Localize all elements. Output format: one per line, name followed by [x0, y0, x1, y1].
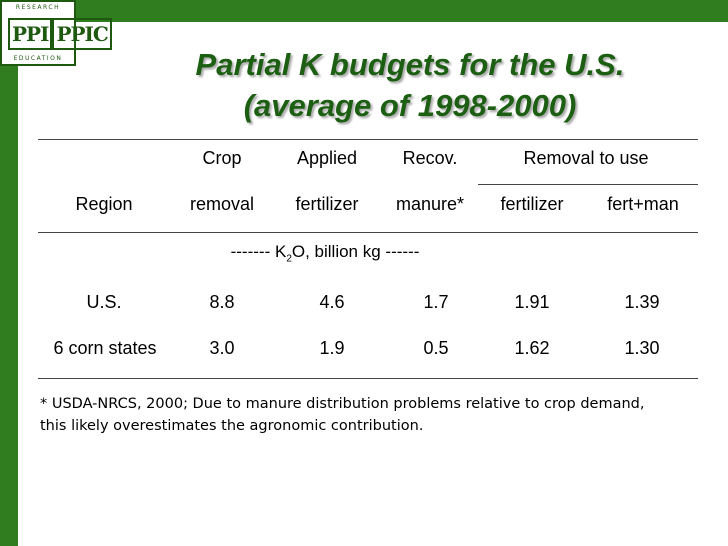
row-corn-crop-removal: 3.0 [209, 338, 235, 358]
row-corn-fert-man: 1.30 [624, 338, 660, 358]
row-us-recov: 1.7 [423, 292, 449, 312]
footnote-line2: this likely overestimates the agronomic … [40, 418, 424, 434]
header-crop: Crop [202, 148, 242, 168]
header-fertilizer: fertilizer [500, 194, 564, 214]
logo-mark: PPI PPIC [8, 16, 112, 52]
header-applied-fertilizer: fertilizer [295, 194, 359, 214]
row-corn-recov: 0.5 [423, 338, 449, 358]
logo-bottom-text: EDUCATION [13, 55, 63, 62]
left-accent-bar [0, 0, 18, 546]
header-recov: Recov. [402, 148, 458, 168]
row-corn-fertilizer: 1.62 [514, 338, 550, 358]
row-us-region: U.S. [86, 292, 122, 312]
header-applied: Applied [296, 148, 358, 168]
row-corn-applied: 1.9 [319, 338, 345, 358]
slide-title-line2: (average of 1998-2000) [243, 88, 577, 123]
top-accent-band [0, 0, 728, 22]
row-corn-region: 6 corn states [53, 338, 157, 358]
header-crop-removal: removal [189, 194, 255, 214]
logo-mark-ppic: PPIC [52, 18, 112, 50]
table-top-rule [38, 139, 698, 140]
header-removal-to-use: Removal to use [523, 148, 649, 168]
ppi-logo: RESEARCH PPI PPIC EDUCATION [0, 0, 112, 66]
units-subscript: 2 [286, 253, 292, 265]
logo-mark-ppi: PPI [8, 18, 53, 50]
units-label: ------- K2O, billion kg ------ [200, 242, 450, 264]
header-recov-manure: manure* [395, 194, 465, 214]
slide-title-line1: Partial K budgets for the U.S. [195, 47, 625, 82]
header-bottom-rule [38, 232, 698, 233]
header-fert-man: fert+man [607, 194, 679, 214]
row-us-fertilizer: 1.91 [514, 292, 550, 312]
units-suffix: O, billion kg ------ [291, 242, 420, 261]
table-bottom-rule [38, 378, 698, 379]
footnote: * USDA-NRCS, 2000; Due to manure distrib… [40, 393, 720, 437]
row-us-crop-removal: 8.8 [209, 292, 235, 312]
row-us-fert-man: 1.39 [624, 292, 660, 312]
row-us-applied: 4.6 [319, 292, 345, 312]
header-region: Region [75, 194, 133, 214]
removal-group-rule [478, 184, 698, 185]
units-prefix: ------- K [230, 242, 287, 261]
logo-top-text: RESEARCH [15, 4, 61, 11]
footnote-line1: * USDA-NRCS, 2000; Due to manure distrib… [40, 396, 645, 412]
